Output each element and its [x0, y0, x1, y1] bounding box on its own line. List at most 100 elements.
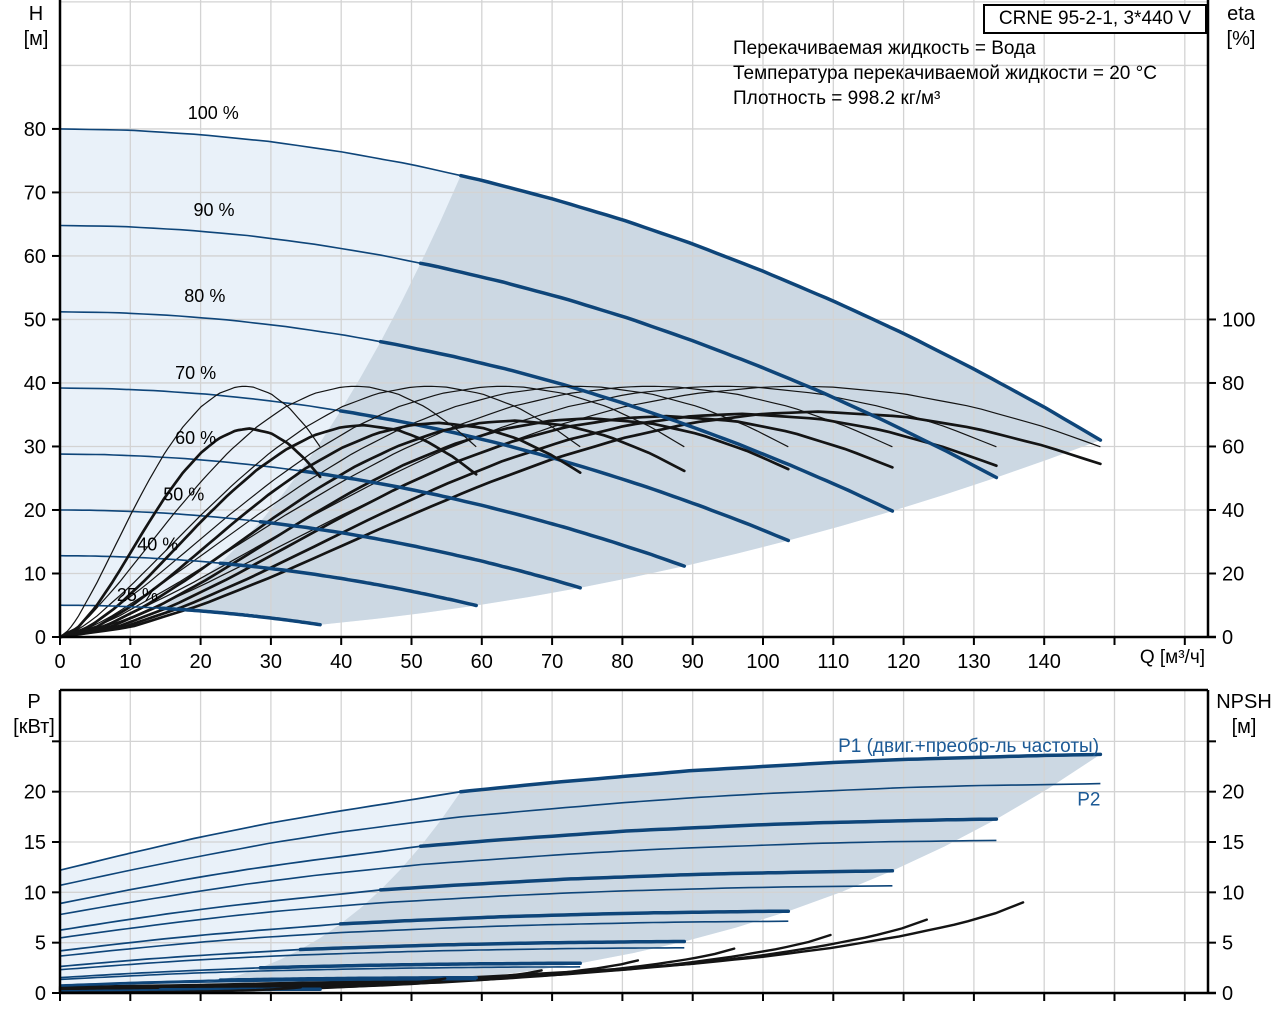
power-axis-unit: P [кВт]	[6, 690, 62, 740]
eta-axis-unit-units: [%]	[1226, 28, 1256, 50]
npsh-tick-label: 10	[1222, 882, 1244, 904]
eta-total-curve-60	[58, 419, 686, 639]
eta-total-curve-80	[58, 414, 894, 639]
p1-curve-bold-60	[298, 939, 687, 952]
p-tick-label: 15	[24, 832, 46, 854]
p1-curve-bold-100	[458, 752, 1103, 794]
p2-curve-90	[59, 839, 997, 916]
p2-curve-60	[59, 947, 685, 971]
q-tick-label: 30	[260, 651, 282, 673]
eta-tick-label: 80	[1222, 373, 1244, 395]
p-tick-label: 10	[24, 882, 46, 904]
speed-label-50: 50 %	[163, 485, 204, 505]
p2-curve-100	[59, 782, 1101, 887]
head-curve-bold-100	[458, 173, 1103, 442]
head-axis-unit-units: [м]	[23, 28, 49, 50]
q-tick-label: 60	[471, 651, 493, 673]
p1-curve-bold-40	[218, 975, 478, 982]
npsh-axis-unit: NPSH [м]	[1211, 690, 1277, 740]
h-tick-label: 50	[24, 309, 46, 331]
head-curve-bold-90	[418, 261, 999, 480]
power-axis-unit-symbol: P	[27, 691, 41, 713]
p2-curve-70	[59, 920, 789, 957]
eta-tick-label: 20	[1222, 563, 1244, 585]
eta-axis-unit-symbol: eta	[1227, 3, 1255, 25]
eta-pump-curve-70	[59, 385, 789, 638]
p1-curve-bold-70	[338, 909, 791, 926]
q-tick-label: 80	[611, 651, 633, 673]
speed-label-60: 60 %	[175, 428, 216, 448]
q-tick-label: 10	[119, 651, 141, 673]
h-tick-label: 40	[24, 373, 46, 395]
eta-pump-curve-40	[59, 385, 477, 638]
speed-label-90: 90 %	[193, 200, 234, 220]
eta-pump-curve-60	[59, 385, 685, 638]
speed-label-70: 70 %	[175, 363, 216, 383]
h-tick-label: 60	[24, 246, 46, 268]
eta-tick-label: 40	[1222, 500, 1244, 522]
npsh-tick-label: 5	[1222, 933, 1233, 955]
p1-curve-bold-90	[418, 817, 999, 848]
pump-model-title: CRNE 95-2-1, 3*440 V	[998, 8, 1192, 29]
head-axis-unit-symbol: H	[28, 3, 44, 25]
q-tick-label: 70	[541, 651, 563, 673]
info-line-liquid: Перекачиваемая жидкость = Вода	[733, 38, 1036, 59]
p2-curve-50	[59, 966, 581, 981]
power-axis-unit-units: [кВт]	[13, 716, 55, 738]
info-line-density: Плотность = 998.2 кг/м³	[733, 88, 941, 109]
eta-total-curve-40	[58, 423, 478, 639]
pump-model-title-box: CRNE 95-2-1, 3*440 V	[983, 4, 1207, 34]
eta-pump-curve-25	[59, 385, 321, 638]
head-curve-bold-25	[158, 606, 322, 627]
q-tick-label: 110	[817, 651, 849, 673]
eta-total-curve-25	[58, 427, 322, 639]
flow-axis-unit: Q [м³/ч]	[1139, 647, 1205, 668]
speed-label-40: 40 %	[137, 534, 178, 554]
p1-curve-bold-80	[378, 869, 895, 892]
head-axis-unit: H [м]	[12, 2, 60, 52]
h-tick-label: 10	[24, 563, 46, 585]
q-tick-label: 100	[746, 651, 779, 673]
power-curve-label-p1: P1 (двиг.+преобр-ль частоты)	[838, 736, 1099, 757]
head-curve-bold-80	[378, 339, 895, 513]
speed-label-100: 100 %	[188, 103, 239, 123]
speed-label-80: 80 %	[184, 286, 225, 306]
npsh-tick-label: 0	[1222, 983, 1233, 1005]
p1-curve-bold-50	[258, 961, 582, 970]
npsh-axis-unit-units: [м]	[1231, 716, 1257, 738]
npsh-tick-label: 20	[1222, 782, 1244, 804]
h-tick-label: 70	[24, 182, 46, 204]
q-tick-label: 120	[887, 651, 920, 673]
p-tick-label: 5	[35, 933, 46, 955]
head-curve-bold-60	[298, 469, 687, 568]
h-tick-label: 30	[24, 436, 46, 458]
info-line-temperature: Температура перекачиваемой жидкости = 20…	[733, 63, 1157, 84]
head-curve-bold-50	[258, 519, 582, 590]
q-tick-label: 20	[189, 651, 211, 673]
speed-label-25: 25 %	[117, 585, 158, 605]
h-tick-label: 20	[24, 500, 46, 522]
eta-axis-unit: eta [%]	[1212, 2, 1270, 52]
eta-total-curve-70	[58, 417, 790, 639]
q-tick-label: 40	[330, 651, 352, 673]
q-tick-label: 50	[400, 651, 422, 673]
eta-tick-label: 100	[1222, 309, 1255, 331]
p2-curve-80	[59, 885, 893, 939]
h-tick-label: 80	[24, 119, 46, 141]
power-area-recommended	[160, 754, 1101, 990]
eta-tick-label: 60	[1222, 436, 1244, 458]
liquid-info-block: Перекачиваемая жидкость = Вода Температу…	[733, 36, 1157, 111]
npsh-tick-label: 15	[1222, 832, 1244, 854]
q-tick-label: 130	[957, 651, 990, 673]
q-tick-label: 0	[54, 651, 65, 673]
eta-pump-curve-50	[59, 385, 581, 638]
p-tick-label: 20	[24, 782, 46, 804]
q-tick-label: 140	[1028, 651, 1061, 673]
h-tick-label: 0	[35, 627, 46, 649]
head-curve-bold-40	[218, 561, 478, 608]
p-tick-label: 0	[35, 983, 46, 1005]
npsh-axis-unit-symbol: NPSH	[1216, 691, 1272, 713]
eta-tick-label: 0	[1222, 627, 1233, 649]
